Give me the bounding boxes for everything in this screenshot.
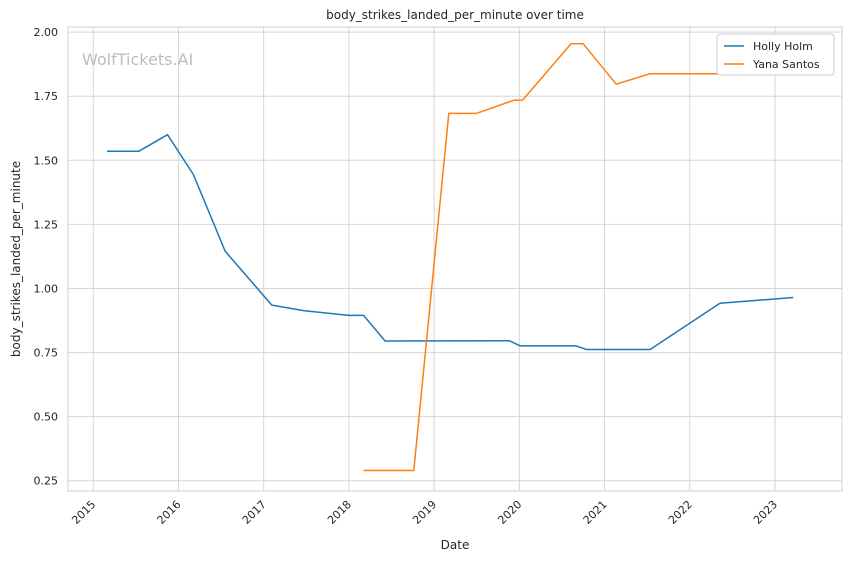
series-line-1	[363, 42, 794, 472]
x-axis-title: Date	[441, 538, 470, 552]
legend: Holly Holm Yana Santos	[716, 33, 835, 76]
y-tick-label: 1.75	[34, 90, 59, 103]
y-tick-label: 0.75	[34, 347, 59, 360]
legend-box	[716, 33, 835, 76]
series-layer	[107, 42, 794, 472]
plot-area	[67, 26, 843, 492]
y-tick-label: 1.25	[34, 218, 59, 231]
x-gridlines	[92, 27, 776, 491]
y-tick-label: 2.00	[34, 26, 59, 39]
y-tick-label: 1.00	[34, 282, 59, 295]
y-tick-label: 1.50	[34, 154, 59, 167]
y-axis-title: body_strikes_landed_per_minute	[9, 161, 23, 357]
legend-label-0: Holly Holm	[753, 40, 813, 53]
legend-entries: Holly Holm Yana Santos	[724, 40, 820, 71]
chart-title: body_strikes_landed_per_minute over time	[326, 8, 584, 22]
series-line-0	[107, 133, 794, 351]
watermark: WolfTickets.AI	[82, 50, 193, 69]
y-tick-label: 0.50	[34, 411, 59, 424]
y-tick-label: 0.25	[34, 475, 59, 488]
y-gridlines	[68, 31, 842, 482]
y-tick-labels: 0.25 0.50 0.75 1.00 1.25 1.50 1.75 2.00	[34, 26, 59, 488]
legend-label-1: Yana Santos	[752, 58, 820, 71]
